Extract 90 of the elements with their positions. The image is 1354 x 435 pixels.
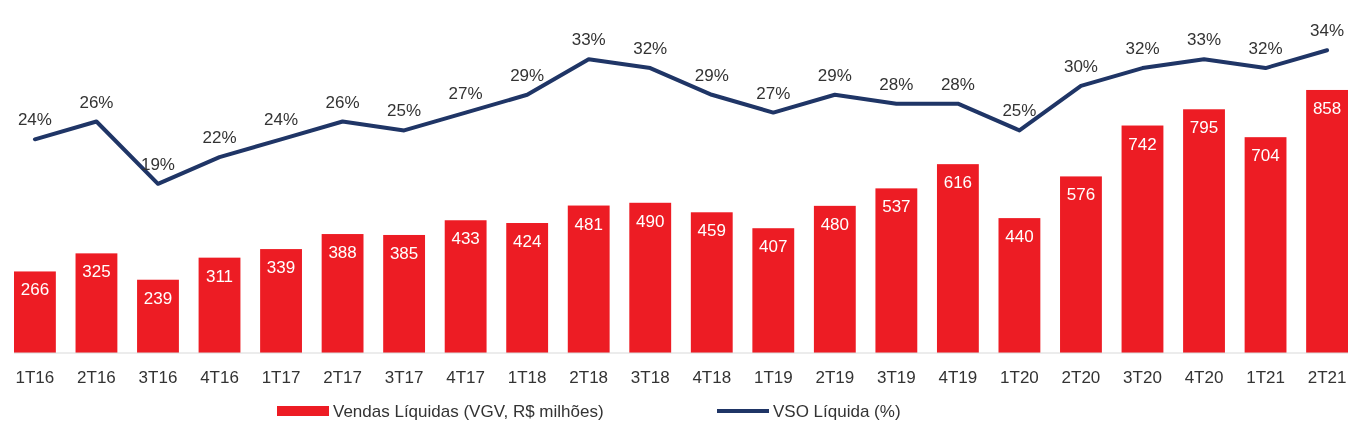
data-label: 34% — [1310, 21, 1345, 41]
x-tick-label: 1T21 — [1246, 368, 1285, 387]
x-tick-label: 3T17 — [384, 368, 424, 387]
x-tick-label: 4T17 — [446, 368, 486, 387]
data-label: 858 — [1312, 98, 1342, 118]
x-tick-label: 3T19 — [876, 368, 916, 387]
data-label: 33% — [571, 30, 606, 50]
bar — [936, 164, 979, 353]
bar — [506, 223, 549, 353]
data-label: 32% — [1248, 39, 1283, 59]
data-label: 339 — [266, 258, 296, 278]
bar — [567, 205, 610, 353]
x-tick-label: 2T19 — [815, 368, 855, 387]
data-label: 29% — [694, 65, 729, 85]
data-label: 742 — [1128, 134, 1157, 154]
bar — [875, 188, 918, 353]
x-tick-label: 4T19 — [938, 368, 978, 387]
data-label: 490 — [636, 211, 665, 231]
data-label: 19% — [140, 154, 175, 174]
data-label: 266 — [20, 280, 50, 300]
bar — [14, 271, 56, 353]
x-tick-label: 2T16 — [77, 368, 116, 387]
data-label: 29% — [817, 65, 852, 85]
bar — [444, 220, 487, 353]
x-tick-label: 2T21 — [1307, 368, 1347, 387]
x-tick-label: 4T16 — [200, 368, 239, 387]
data-label: 28% — [940, 74, 975, 94]
bar — [260, 249, 302, 353]
bar — [813, 205, 856, 353]
data-label: 27% — [756, 83, 791, 103]
data-label: 795 — [1189, 118, 1219, 138]
bar — [752, 228, 795, 353]
data-label: 30% — [1063, 56, 1098, 76]
data-label: 26% — [325, 92, 360, 112]
data-label: 22% — [202, 128, 237, 148]
data-label: 576 — [1066, 185, 1096, 205]
data-label: 24% — [264, 110, 299, 130]
data-label: 239 — [143, 288, 173, 308]
bar — [1244, 137, 1287, 353]
bar — [629, 202, 672, 353]
data-label: 33% — [1187, 30, 1222, 50]
data-label: 433 — [451, 229, 480, 249]
bar — [75, 253, 118, 353]
legend-label: VSO Líquida (%) — [773, 402, 901, 421]
x-tick-label: 2T17 — [323, 368, 362, 387]
data-label: 325 — [82, 262, 111, 282]
bar — [321, 234, 364, 353]
data-label: 32% — [1125, 39, 1160, 59]
data-label: 481 — [574, 214, 603, 234]
x-tick-label: 3T20 — [1123, 368, 1162, 387]
data-label: 388 — [328, 243, 357, 263]
bar — [998, 218, 1041, 353]
data-label: 480 — [820, 214, 850, 234]
x-tick-label: 1T16 — [15, 368, 55, 387]
data-label: 26% — [79, 92, 114, 112]
bar — [137, 279, 179, 353]
data-label: 424 — [512, 232, 542, 252]
bar — [198, 257, 241, 353]
x-tick-label: 2T18 — [569, 368, 609, 387]
x-tick-label: 1T19 — [753, 368, 793, 387]
data-label: 459 — [697, 221, 726, 241]
x-tick-label: 2T20 — [1061, 368, 1101, 387]
x-tick-label: 3T18 — [630, 368, 670, 387]
data-label: 537 — [882, 197, 911, 217]
data-label: 25% — [387, 101, 422, 121]
x-tick-label: 1T18 — [507, 368, 547, 387]
data-label: 440 — [1005, 227, 1034, 247]
data-label: 311 — [205, 266, 234, 286]
data-label: 25% — [1002, 101, 1037, 121]
data-label: 385 — [389, 243, 419, 263]
data-label: 32% — [633, 39, 668, 59]
data-label: 704 — [1251, 146, 1280, 166]
bar — [1121, 125, 1164, 353]
data-label: 616 — [943, 173, 973, 193]
bar — [690, 212, 733, 353]
data-label: 27% — [448, 83, 483, 103]
data-label: 24% — [17, 110, 52, 130]
x-tick-label: 1T20 — [1000, 368, 1039, 387]
x-tick-label: 3T16 — [138, 368, 178, 387]
x-tick-label: 1T17 — [261, 368, 301, 387]
data-label: 407 — [759, 237, 788, 257]
x-tick-label: 4T18 — [692, 368, 732, 387]
data-label: 29% — [510, 65, 545, 85]
bar — [1306, 89, 1348, 353]
bar — [1060, 176, 1102, 353]
bar — [1183, 109, 1225, 353]
legend-label: Vendas Líquidas (VGV, R$ milhões) — [333, 402, 604, 421]
data-label: 28% — [879, 74, 914, 94]
x-tick-label: 4T20 — [1184, 368, 1224, 387]
bar — [383, 234, 426, 353]
